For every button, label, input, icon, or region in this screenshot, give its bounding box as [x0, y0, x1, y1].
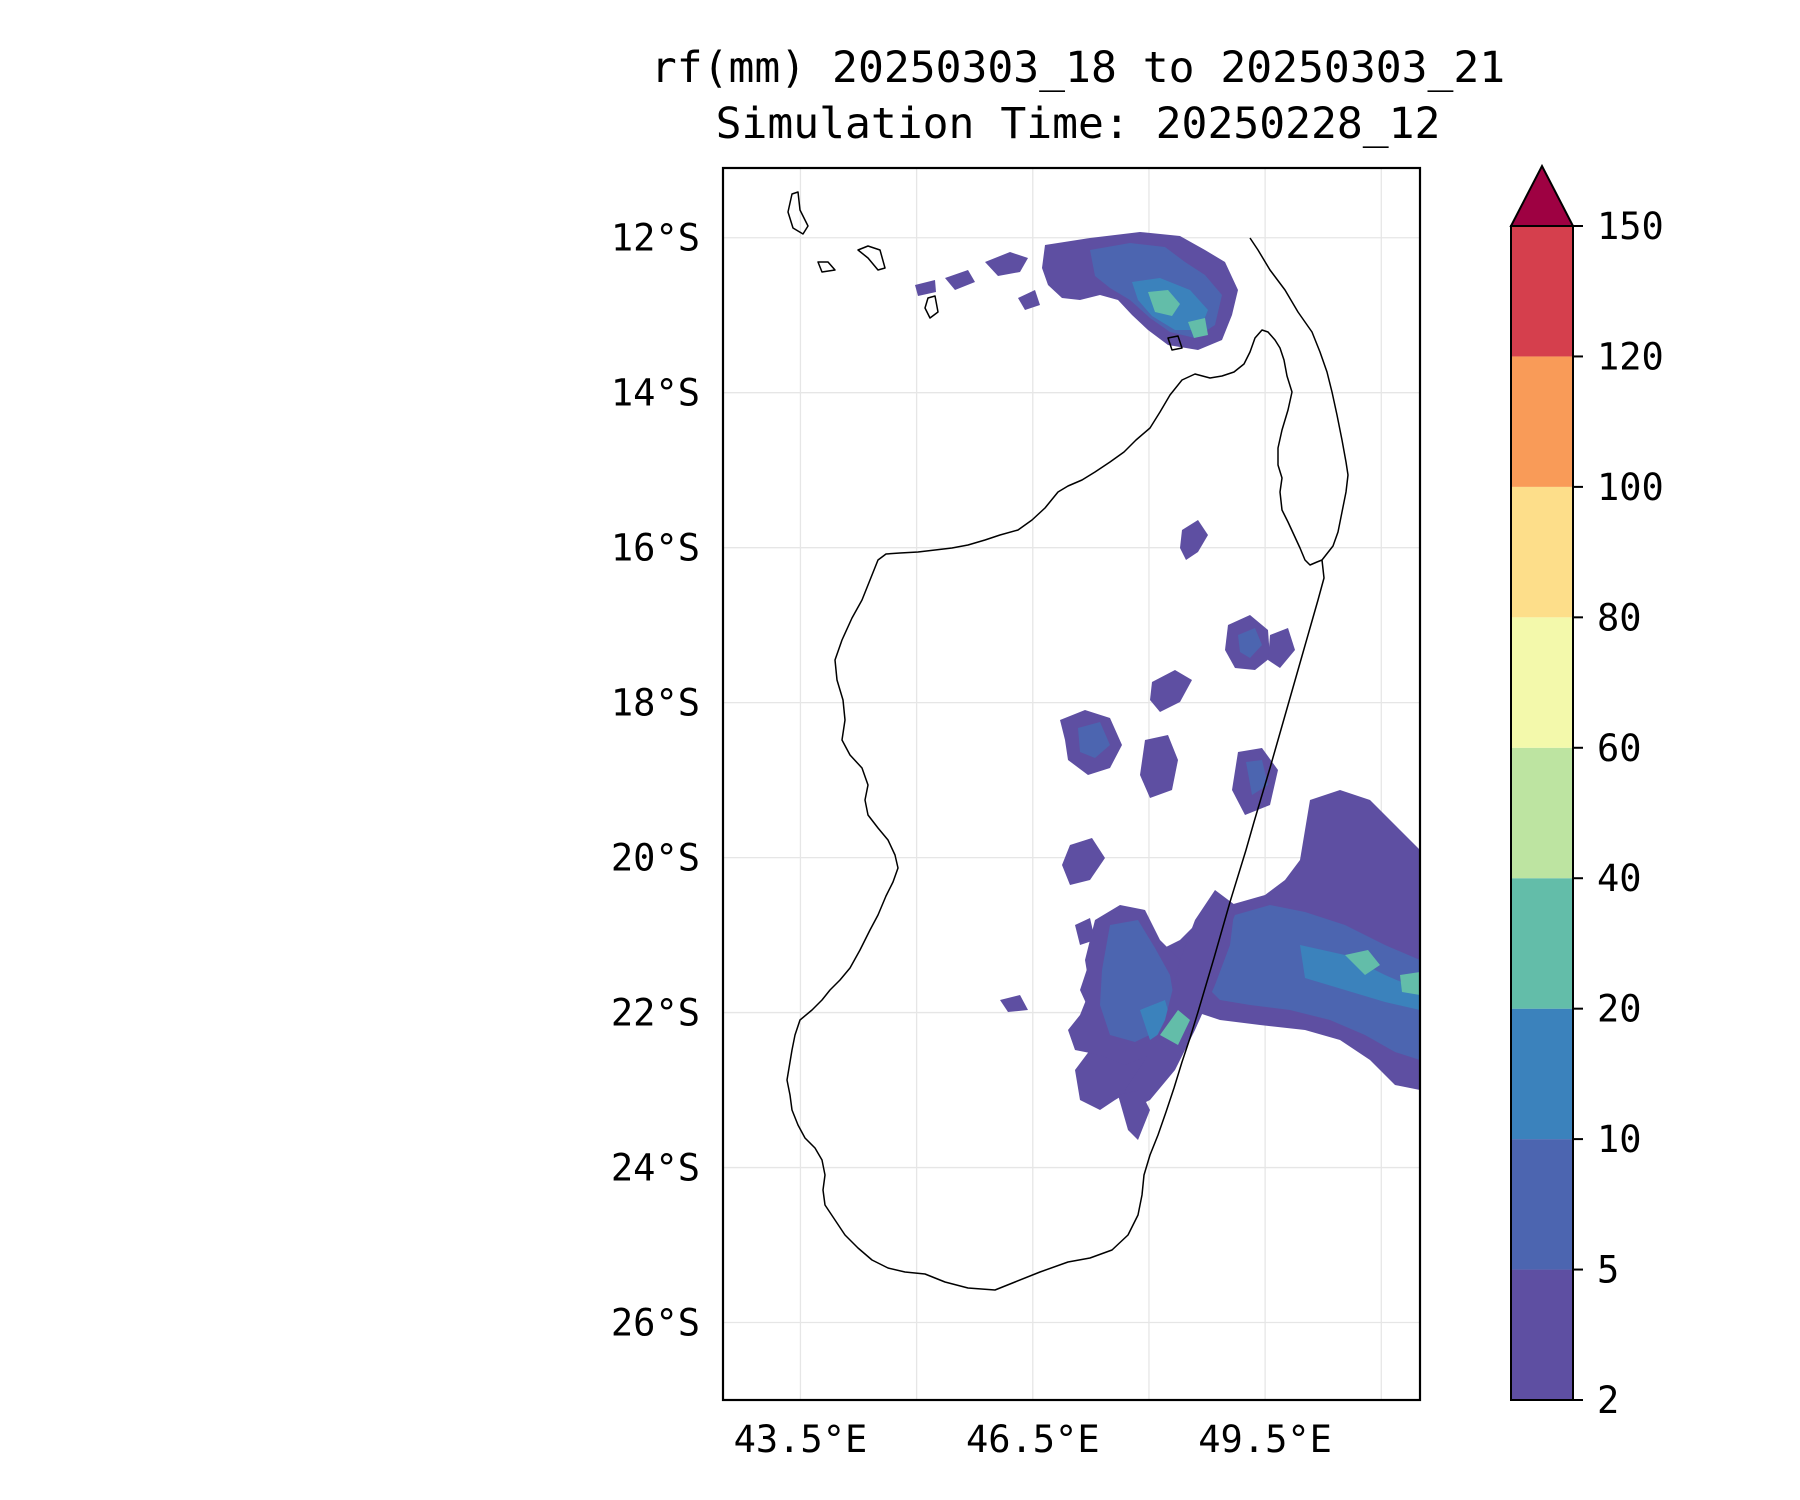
rainfall-cell-22s [1000, 995, 1028, 1012]
colorbar-segment [1511, 1269, 1573, 1400]
colorbar-frame [1510, 225, 1574, 1401]
colorbar-segment [1511, 356, 1573, 487]
rainfall-cell-17s-east [1268, 628, 1295, 668]
colorbar-segment [1511, 747, 1573, 879]
x-tick-label: 46.5°E [966, 1418, 1100, 1461]
y-axis-ticks: 12°S 14°S 16°S 18°S 20°S 22°S 24°S 26°S [611, 217, 700, 1345]
rainfall-coastal-streak-core [1160, 1010, 1190, 1045]
island-small-3 [924, 295, 939, 319]
rainfall-area-north-5 [1018, 290, 1040, 310]
colorbar-tick-label: 100 [1597, 466, 1664, 509]
colorbar: 2 5 10 20 40 60 80 100 120 150 [1509, 163, 1664, 1422]
colorbar-segment [1511, 617, 1573, 748]
colorbar-segment [1511, 1008, 1573, 1140]
colorbar-tick-label: 20 [1597, 988, 1642, 1031]
rainfall-tail-south [1118, 1090, 1150, 1140]
colorbar-segment [1511, 226, 1573, 357]
colorbar-segment [1511, 1139, 1573, 1270]
colorbar-segment [1511, 486, 1573, 618]
island-small-1 [857, 245, 886, 271]
map-panel: 43.5°E 46.5°E 49.5°E 12°S 14°S 16°S 18°S 20°S 2… [611, 166, 1422, 1461]
map-background [723, 168, 1420, 1400]
figure-title-line-2: Simulation Time: 20250228_12 [716, 99, 1441, 149]
rainfall-area-north-3 [945, 270, 975, 290]
rainfall-band-southeast-peak [1345, 950, 1380, 975]
rainfall-cell-19s-east-core [1246, 760, 1268, 795]
x-tick-label: 43.5°E [734, 1418, 868, 1461]
rainfall-cell-20s [1062, 838, 1105, 885]
colorbar-tick-label: 10 [1597, 1118, 1642, 1161]
rainfall-cell-17s-core [1238, 628, 1262, 658]
island-small-2 [817, 261, 836, 273]
rainfall-area-north-peak [1148, 290, 1180, 316]
y-tick-label: 18°S [611, 682, 700, 725]
colorbar-tick-label: 60 [1597, 727, 1642, 770]
rainfall-cell-18s [1150, 670, 1192, 712]
figure-title-line-1: rf(mm) 20250303_18 to 20250303_21 [651, 43, 1505, 93]
y-tick-label: 14°S [611, 372, 700, 415]
madagascar-coastline [786, 237, 1349, 1291]
colorbar-segments [1511, 226, 1573, 1400]
colorbar-tick-label: 120 [1597, 335, 1664, 378]
colorbar-tick-labels: 2 5 10 20 40 60 80 100 120 150 [1573, 205, 1664, 1422]
rainfall-area-north-peak-2 [1188, 318, 1208, 338]
colorbar-tick-label: 40 [1597, 857, 1642, 900]
rainfall-area-north-2 [985, 252, 1028, 276]
y-tick-label: 22°S [611, 992, 700, 1035]
colorbar-tick-label: 5 [1597, 1249, 1619, 1292]
island-mayotte-west [787, 191, 809, 235]
rainfall-cell-18s-core [1078, 722, 1110, 758]
rainfall-cell-16s [1180, 520, 1208, 560]
colorbar-tick-label: 2 [1597, 1379, 1619, 1422]
rainfall-coastal-streak [1125, 890, 1235, 1110]
x-axis-ticks: 43.5°E 46.5°E 49.5°E [734, 1418, 1332, 1461]
rainfall-cell-19s [1140, 735, 1178, 798]
y-tick-label: 26°S [611, 1302, 700, 1345]
map-frame [721, 166, 1422, 1402]
rainfall-band-southeast-3 [1300, 945, 1420, 1010]
y-tick-label: 20°S [611, 837, 700, 880]
colorbar-tick-label: 80 [1597, 596, 1642, 639]
y-tick-label: 12°S [611, 217, 700, 260]
x-tick-label: 49.5°E [1198, 1418, 1332, 1461]
colorbar-extend-triangle [1509, 163, 1575, 227]
y-tick-label: 16°S [611, 527, 700, 570]
rainfall-band-southeast-peak-2 [1400, 972, 1420, 995]
y-tick-label: 24°S [611, 1147, 700, 1190]
colorbar-tick-label: 150 [1597, 205, 1664, 248]
colorbar-segment [1511, 878, 1573, 1009]
rainfall-band-southeast-2 [1205, 905, 1420, 1060]
island-small-4 [1167, 335, 1183, 351]
rainfall-area-north-4 [915, 280, 936, 296]
rainfall-cell-21s [1075, 918, 1095, 945]
rainfall-contours [915, 232, 1420, 1140]
